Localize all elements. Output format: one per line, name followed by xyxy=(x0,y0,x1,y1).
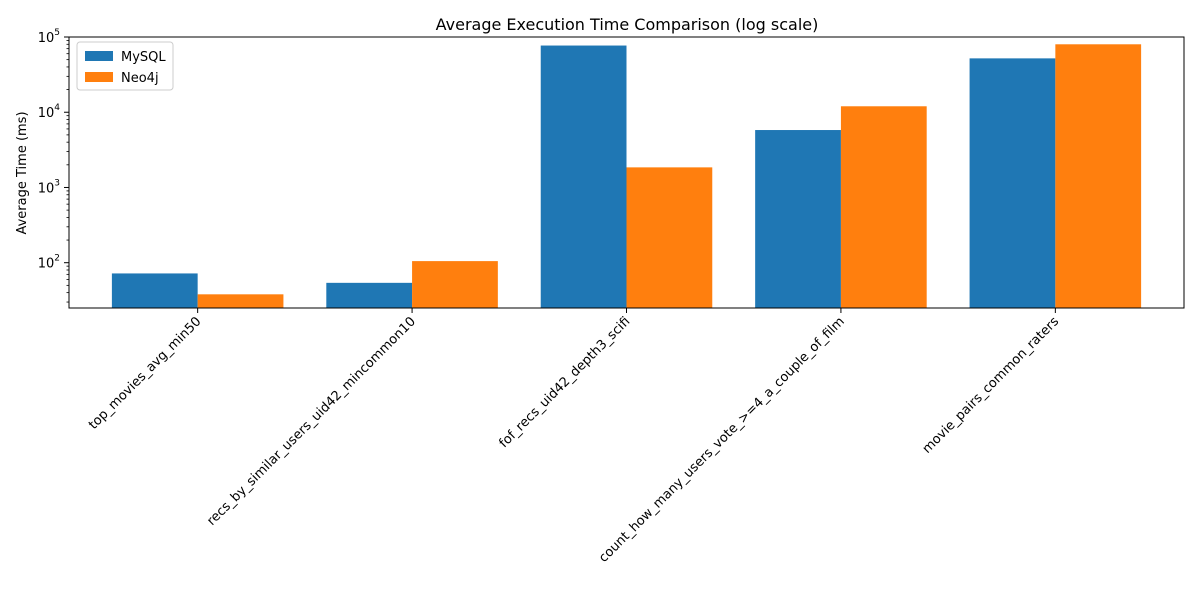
y-tick-exponent: 3 xyxy=(54,178,60,188)
legend-label-neo4j: Neo4j xyxy=(121,71,159,86)
bar-neo4j-4 xyxy=(1055,44,1142,309)
bar-neo4j-1 xyxy=(412,261,498,308)
y-tick-label: 103 xyxy=(38,178,60,196)
y-axis-label: Average Time (ms) xyxy=(15,111,30,234)
x-tick-label: recs_by_similar_users_uid42_mincommon10 xyxy=(204,314,419,529)
bar-mysql-0 xyxy=(111,273,198,308)
legend-label-mysql: MySQL xyxy=(121,50,166,65)
x-tick-label: top_movies_avg_min50 xyxy=(86,314,204,432)
bar-neo4j-3 xyxy=(840,106,927,308)
x-tick-label: fof_recs_uid42_depth3_scifi xyxy=(496,314,633,451)
x-tick-label: movie_pairs_common_raters xyxy=(920,314,1063,457)
y-tick-label: 102 xyxy=(38,254,60,272)
legend-swatch-mysql xyxy=(85,51,113,61)
bar-mysql-2 xyxy=(540,45,627,308)
y-tick-label: 104 xyxy=(38,103,61,121)
y-tick-exponent: 2 xyxy=(54,254,60,264)
bar-mysql-3 xyxy=(755,130,841,308)
chart-title: Average Execution Time Comparison (log s… xyxy=(436,15,819,34)
y-tick-base: 10 xyxy=(38,181,55,196)
legend: MySQL Neo4j xyxy=(76,41,174,91)
bar-mysql-1 xyxy=(326,282,413,308)
x-tick-label: count_how_many_users_vote_>=4_a_couple_o… xyxy=(596,314,847,565)
legend-swatch-neo4j xyxy=(85,72,113,82)
y-tick-exponent: 5 xyxy=(54,28,60,38)
y-tick-base: 10 xyxy=(38,257,55,272)
bar-neo4j-0 xyxy=(197,294,284,308)
y-tick-label: 105 xyxy=(38,28,60,46)
y-tick-exponent: 4 xyxy=(54,103,60,113)
y-tick-base: 10 xyxy=(38,106,55,121)
y-tick-base: 10 xyxy=(38,31,55,46)
bar-neo4j-2 xyxy=(626,167,713,308)
bar-mysql-4 xyxy=(969,58,1056,308)
